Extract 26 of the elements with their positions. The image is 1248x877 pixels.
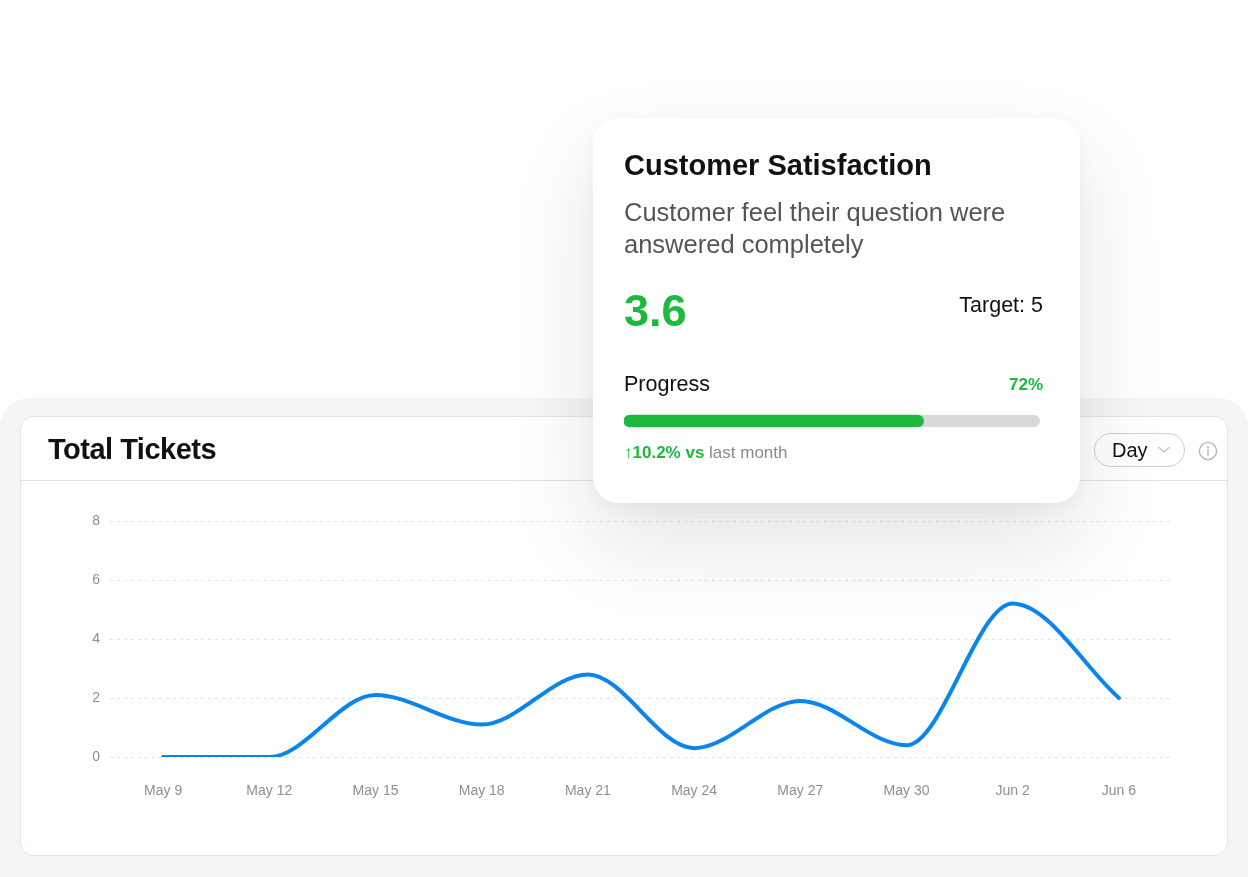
x-tick-label: May 18 — [458, 782, 505, 799]
y-tick-label: 2 — [92, 688, 101, 705]
x-tick-label: May 15 — [352, 782, 399, 799]
text: ↑10.2% vs — [624, 443, 705, 462]
y-tick-label: 6 — [92, 570, 101, 587]
text: Day — [1112, 439, 1148, 461]
x-tick-label: Jun 2 — [995, 782, 1031, 799]
x-tick-label: May 24 — [671, 782, 718, 799]
x-tick-label: May 21 — [564, 782, 612, 799]
text: 3.6 — [624, 285, 687, 336]
line-series — [161, 601, 1121, 757]
text: Customer Satisfaction — [624, 149, 932, 181]
x-tick-label: May 30 — [883, 782, 930, 799]
x-tick-label: May 27 — [777, 782, 824, 799]
text: Customer feel their question were answered completely — [624, 197, 1007, 260]
data-label: 72% — [1008, 375, 1043, 394]
x-tick-label: Jun 6 — [1101, 782, 1137, 799]
text: last month — [709, 443, 788, 462]
y-tick-label: 8 — [92, 511, 101, 528]
text: Target: 5 — [959, 293, 1043, 317]
y-tick-label: 0 — [92, 747, 101, 764]
x-tick-label: May 12 — [246, 782, 293, 799]
y-tick-label: 4 — [92, 629, 101, 646]
x-tick-label: May 9 — [144, 782, 183, 799]
chart-title: Total Tickets — [48, 433, 217, 465]
category-label: Progress — [624, 372, 711, 396]
